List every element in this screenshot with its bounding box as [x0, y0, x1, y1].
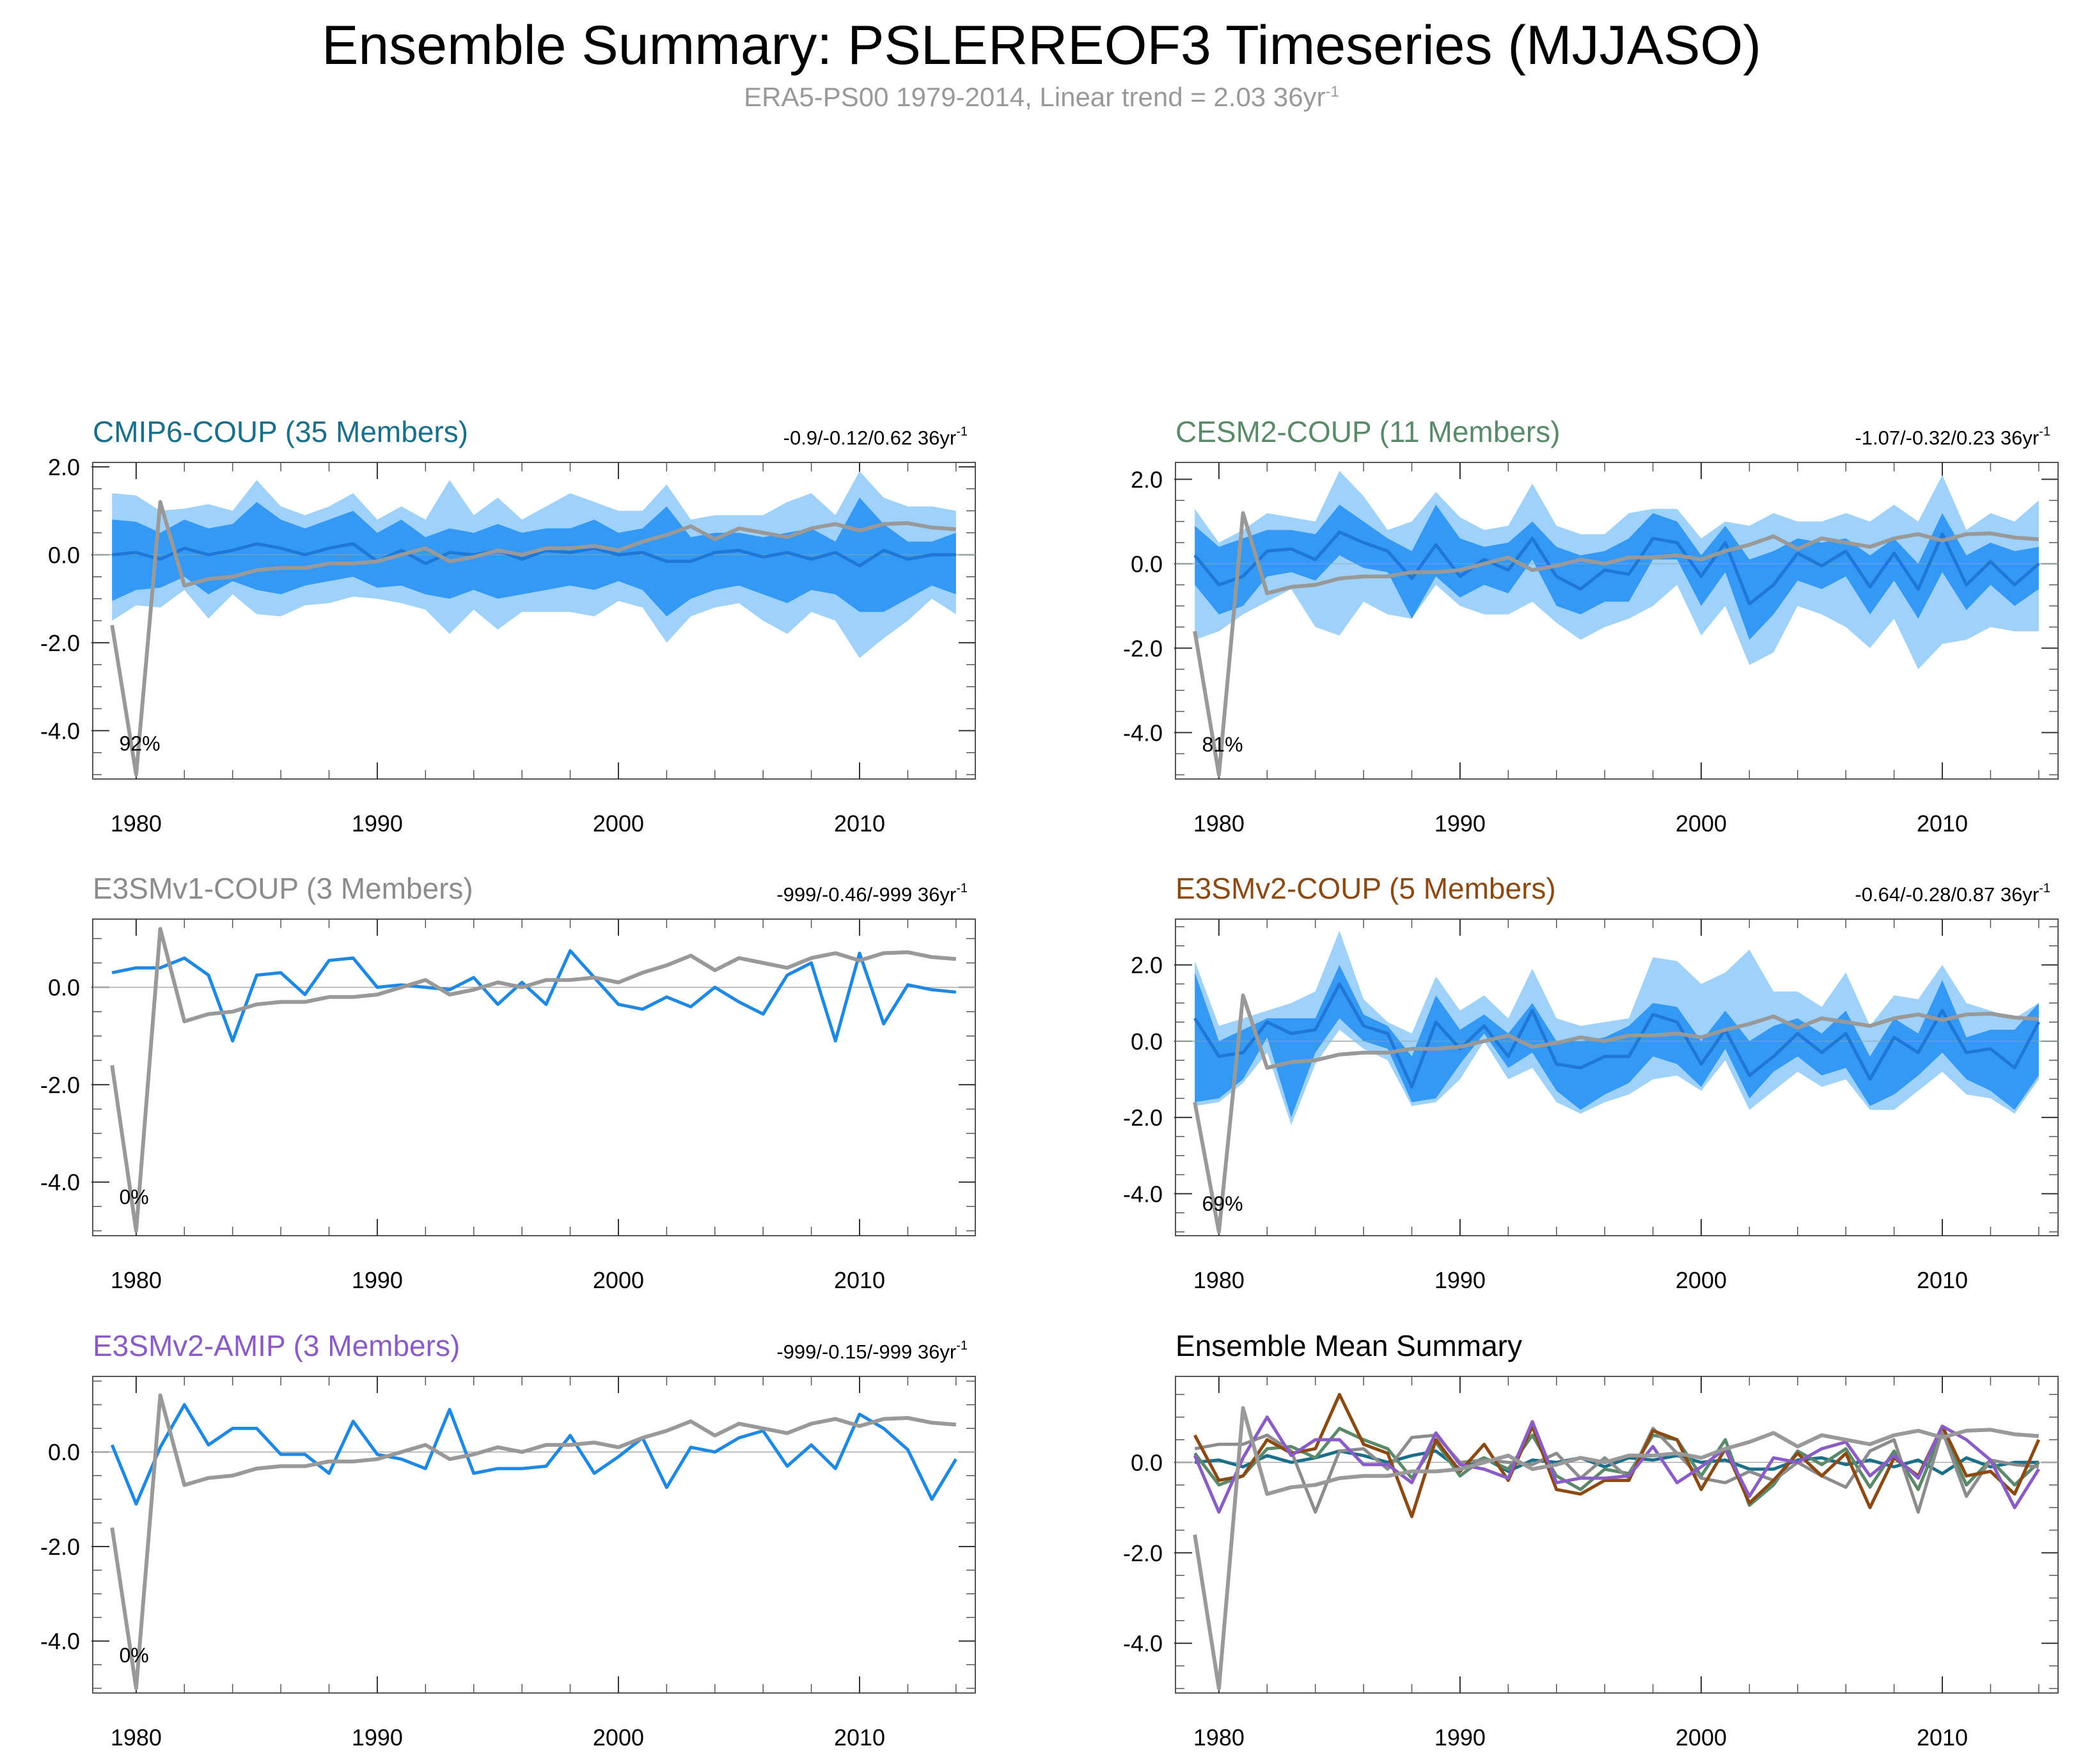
cmip6-y-tick-label: -4.0: [40, 718, 80, 744]
e3smv2coup-x-tick-label: 2000: [1676, 1267, 1727, 1293]
cesm2-x-tick-label: 2010: [1917, 810, 1968, 837]
cesm2-panel-title: CESM2-COUP (11 Members): [1175, 415, 1560, 448]
e3smv1-trend-text: -999/-0.46/-999 36yr-1: [776, 881, 968, 906]
cmip6-observation-line: [110, 500, 957, 777]
cesm2-percent-label: 81%: [1202, 733, 1243, 756]
cmip6-x-tick-label: 1990: [352, 810, 403, 837]
cmip6-x-tick-label: 2010: [834, 810, 885, 837]
panel-e3smv1: 0.0 -2.0 -4.0 1980 1990 2000 2010 E3SMv1-COUP (…: [40, 872, 976, 1293]
e3smv2coup-panel-title: E3SMv2-COUP (5 Members): [1175, 872, 1556, 905]
figure-subtitle: ERA5-PS00 1979-2014, Linear trend = 2.03…: [0, 82, 2083, 113]
cmip6-inner-spread-band: [112, 498, 956, 617]
e3smv2amip-observation-line: [110, 1393, 957, 1690]
cesm2-y-tick-label: 2.0: [1131, 466, 1163, 492]
cmip6-trend-superscript: -1: [956, 425, 968, 439]
e3smv1-x-tick-label: 2010: [834, 1267, 885, 1293]
summary-x-tick-label: 2000: [1676, 1724, 1727, 1751]
e3smv2coup-y-tick-label: 0.0: [1131, 1028, 1163, 1055]
panel-cesm2: 2.0 0.0 -2.0 -4.0 1980 1990 2000 2010 CESM2-COUP…: [1123, 415, 2059, 837]
summary-y-tick-label: -2.0: [1123, 1540, 1163, 1566]
e3smv2coup-x-tick-label: 1990: [1435, 1267, 1486, 1293]
cesm2-y-tick-label: -2.0: [1123, 635, 1163, 661]
e3smv2coup-trend-superscript: -1: [2039, 881, 2050, 895]
e3smv1-panel-title: E3SMv1-COUP (3 Members): [93, 872, 473, 905]
summary-x-tick-label: 2010: [1917, 1724, 1968, 1751]
e3smv2coup-y-tick-label: 2.0: [1131, 952, 1163, 979]
cesm2-x-tick-label: 1980: [1193, 810, 1245, 837]
e3smv1-y-tick-label: -4.0: [40, 1169, 80, 1195]
e3smv2amip-trend-text: -999/-0.15/-999 36yr-1: [776, 1339, 968, 1363]
panel-summary: 0.0 -2.0 -4.0 1980 1990 2000 2010 Ensemble Mean…: [1123, 1329, 2059, 1751]
e3smv2coup-trend-text: -0.64/-0.28/0.87 36yr-1: [1855, 881, 2050, 906]
e3smv2coup-x-tick-label: 1980: [1193, 1267, 1245, 1293]
e3smv2coup-percent-label: 69%: [1202, 1192, 1243, 1215]
e3smv2coup-ensemble-mean-line: [1193, 982, 2041, 1089]
cmip6-trend-text: -0.9/-0.12/0.62 36yr-1: [783, 425, 968, 449]
figure-title: Ensemble Summary: PSLERREOF3 Timeseries …: [322, 15, 1761, 76]
cesm2-ensemble-mean-line: [1193, 530, 2040, 606]
e3smv2amip-panel-title: E3SMv2-AMIP (3 Members): [93, 1329, 460, 1362]
summary-observation-line: [1193, 1406, 2040, 1690]
summary-y-tick-label: -4.0: [1123, 1630, 1163, 1657]
summary-y-tick-label: 0.0: [1131, 1449, 1163, 1476]
cesm2-observation-line: [1193, 511, 2040, 777]
cesm2-trend-superscript: -1: [2039, 425, 2050, 439]
cesm2-x-tick-label: 2000: [1676, 810, 1727, 837]
panel-e3smv2amip: 0.0 -2.0 -4.0 1980 1990 2000 2010 E3SMv2-AMIP (…: [40, 1329, 976, 1751]
e3smv2coup-plot-frame: [1175, 918, 2059, 1236]
summary-series-e3smv2amip: [1193, 1415, 2040, 1514]
cmip6-panel-title: CMIP6-COUP (35 Members): [93, 415, 468, 448]
cmip6-x-tick-label: 1980: [111, 810, 162, 837]
summary-x-tick-label: 1990: [1435, 1724, 1486, 1751]
e3smv2amip-y-tick-label: -2.0: [40, 1534, 80, 1560]
e3smv1-y-tick-label: -2.0: [40, 1072, 80, 1098]
e3smv1-plot-frame: [92, 918, 976, 1236]
panel-cmip6: 2.0 0.0 -2.0 -4.0 1980 1990 2000 2010 CMIP6-COUP…: [40, 415, 976, 837]
subtitle-text: ERA5-PS00 1979-2014, Linear trend = 2.03…: [744, 82, 1326, 112]
e3smv2amip-x-tick-label: 1980: [111, 1724, 162, 1751]
e3smv1-y-tick-label: 0.0: [48, 975, 80, 1001]
e3smv1-x-tick-label: 1980: [111, 1267, 162, 1293]
e3smv2amip-y-tick-label: 0.0: [48, 1439, 80, 1465]
cmip6-ensemble-mean-line: [111, 542, 956, 568]
cmip6-y-tick-label: 2.0: [48, 454, 80, 480]
e3smv2amip-ensemble-mean-line: [110, 1403, 957, 1506]
e3smv1-trend-superscript: -1: [956, 881, 968, 895]
cesm2-y-tick-label: -4.0: [1123, 720, 1163, 746]
cmip6-percent-label: 92%: [119, 732, 160, 755]
e3smv2amip-plot-frame: [92, 1376, 976, 1694]
e3smv2amip-x-tick-label: 1990: [352, 1724, 403, 1751]
e3smv1-percent-label: 0%: [119, 1186, 148, 1209]
cesm2-plot-frame: [1175, 462, 2059, 780]
subtitle-superscript: -1: [1325, 83, 1339, 100]
summary-series-cmip6: [1194, 1449, 2039, 1476]
e3smv2coup-y-tick-label: -2.0: [1123, 1105, 1163, 1131]
e3smv2amip-y-tick-label: -4.0: [40, 1628, 80, 1655]
e3smv1-x-tick-label: 2000: [593, 1267, 644, 1293]
e3smv2amip-x-tick-label: 2000: [593, 1724, 644, 1751]
panel-e3smv2coup: 2.0 0.0 -2.0 -4.0 1980 1990 2000 2010 E3SMv2-COU…: [1123, 872, 2059, 1293]
e3smv2coup-x-tick-label: 2010: [1917, 1267, 1968, 1293]
cmip6-y-tick-label: -2.0: [40, 630, 80, 656]
e3smv1-ensemble-mean-line: [111, 949, 957, 1043]
e3smv2amip-x-tick-label: 2010: [834, 1724, 885, 1751]
e3smv2coup-y-tick-label: -4.0: [1123, 1181, 1163, 1207]
e3smv1-x-tick-label: 1990: [352, 1267, 403, 1293]
summary-panel-title: Ensemble Mean Summary: [1175, 1329, 1522, 1362]
cesm2-trend-text: -1.07/-0.32/0.23 36yr-1: [1855, 425, 2050, 449]
e3smv2amip-percent-label: 0%: [119, 1644, 148, 1667]
summary-plot-frame: [1175, 1376, 2059, 1694]
e3smv1-observation-line: [110, 927, 957, 1233]
cesm2-y-tick-label: 0.0: [1131, 551, 1163, 577]
summary-series-e3smv1: [1194, 1426, 2040, 1514]
cmip6-x-tick-label: 2000: [593, 810, 644, 837]
e3smv2amip-trend-superscript: -1: [956, 1339, 968, 1353]
cmip6-y-tick-label: 0.0: [48, 542, 80, 568]
summary-x-tick-label: 1980: [1193, 1724, 1245, 1751]
cesm2-x-tick-label: 1990: [1435, 810, 1486, 837]
e3smv2coup-observation-line: [1193, 993, 2039, 1234]
